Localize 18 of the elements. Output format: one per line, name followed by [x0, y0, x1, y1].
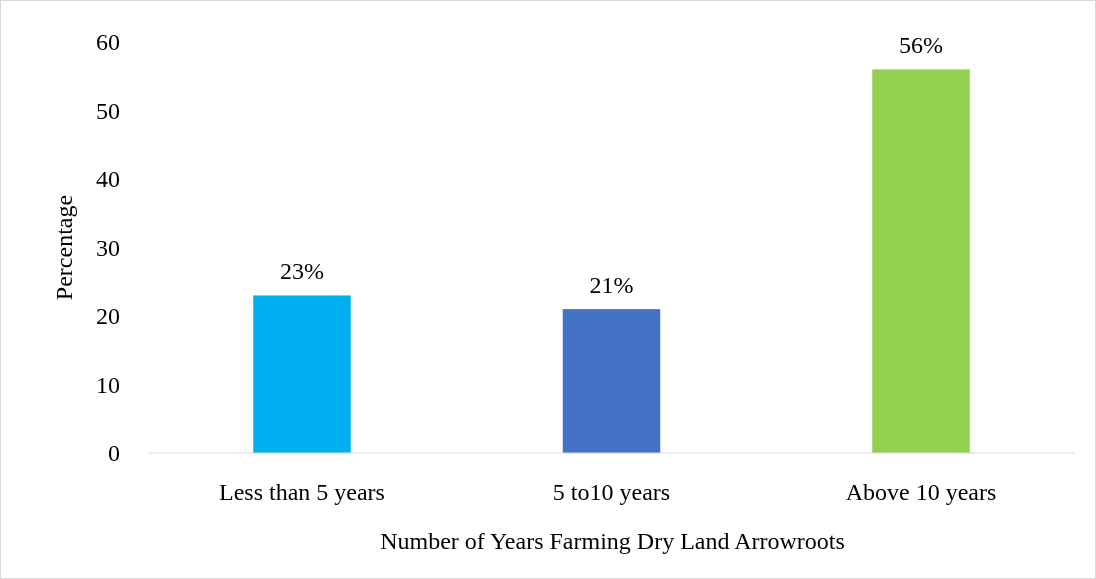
y-tick-label: 40 — [96, 166, 120, 193]
y-axis-title: Percentage — [51, 194, 77, 301]
data-label: 56% — [899, 32, 944, 59]
x-tick-label: 5 to10 years — [552, 479, 671, 505]
y-tick-label: 0 — [108, 440, 120, 467]
x-tick-label: Above 10 years — [845, 479, 997, 505]
bar — [253, 295, 351, 453]
data-label: 21% — [589, 272, 634, 299]
y-tick-label: 30 — [96, 234, 120, 261]
y-tick-label: 50 — [96, 97, 120, 124]
bar — [562, 309, 661, 453]
x-tick-label: Less than 5 years — [219, 479, 385, 505]
y-tick-label: 20 — [96, 303, 120, 330]
bar — [872, 69, 970, 453]
data-label: 23% — [279, 258, 324, 285]
y-tick-label: 60 — [96, 29, 120, 56]
y-tick-label: 10 — [96, 371, 120, 398]
x-axis-title: Number of Years Farming Dry Land Arrowroots — [380, 528, 845, 554]
